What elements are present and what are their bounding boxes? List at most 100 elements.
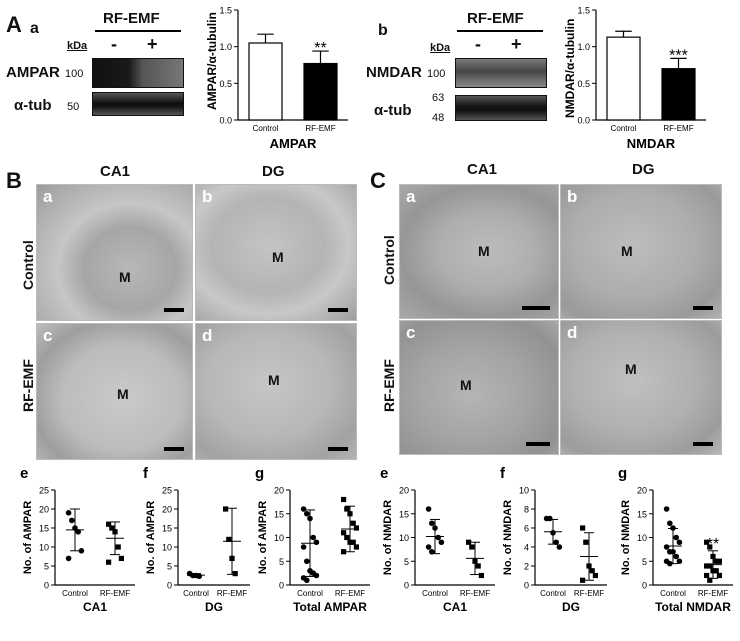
- blot-b-group-line: [457, 30, 543, 32]
- chart5-category-label: Control: [422, 589, 448, 598]
- em-b-a-letter: a: [43, 187, 53, 206]
- chart5-category-label: RF-EMF: [460, 589, 490, 598]
- panel-a-sub-a: a: [30, 20, 39, 37]
- chart0-bar: [248, 42, 283, 121]
- chart4-ytick-label: 20: [274, 486, 284, 496]
- chart5-ytick-label: 20: [399, 486, 409, 496]
- chart5-panel-letter: e: [380, 465, 388, 482]
- bar-ampar-xlabel: AMPAR: [270, 136, 317, 151]
- em-c-d: d M: [560, 320, 722, 455]
- em-c-d-scalebar: [693, 442, 713, 446]
- em-b-d-m: M: [268, 372, 280, 388]
- chart7-point: [673, 553, 679, 560]
- chart7-ytick-label: 10: [637, 533, 647, 543]
- blot-b-band-target: [455, 58, 547, 88]
- em-b-c-scalebar: [164, 447, 184, 451]
- chart2-point: [65, 510, 72, 516]
- bar-nmdar-xlabel: NMDAR: [627, 136, 676, 151]
- panel-c-col1: CA1: [467, 161, 498, 178]
- chart7-category-label: RF-EMF: [698, 589, 728, 598]
- chart3-point: [223, 506, 229, 512]
- chart7-ytick-label: 15: [637, 509, 647, 519]
- em-c-a-letter: a: [406, 187, 416, 206]
- chart4-category-label: RF-EMF: [335, 589, 365, 598]
- chart7-point: [704, 572, 710, 579]
- chart5-ytick-label: 5: [404, 557, 409, 567]
- chart5-ylabel: No. of NMDAR: [382, 500, 394, 575]
- chart4-point: [353, 525, 359, 531]
- blot-a-row1: AMPAR: [6, 64, 60, 81]
- chart3-ylabel: No. of AMPAR: [145, 501, 157, 574]
- chart3-panel-letter: f: [143, 465, 149, 482]
- chart4-point: [350, 539, 356, 545]
- chart2-point: [106, 559, 112, 565]
- chart2-xlabel: CA1: [83, 600, 107, 614]
- chart6-point: [553, 539, 559, 546]
- blot-a-row2: α-tub: [14, 97, 52, 114]
- blot-a-mw1: 100: [65, 68, 84, 80]
- chart7-ytick-label: 20: [637, 486, 647, 496]
- panel-c-label: C: [370, 168, 386, 193]
- chart4-point: [313, 572, 320, 579]
- chart2-point: [65, 555, 72, 562]
- chart4-point: [341, 496, 347, 503]
- chart4-ylabel: No. of AMPAR: [257, 501, 269, 574]
- chart4-point: [304, 510, 310, 517]
- chart5-point: [478, 572, 484, 579]
- blot-b-mw2a: 63: [432, 92, 445, 104]
- chart2-point: [78, 548, 85, 554]
- em-b-a: a M: [36, 184, 193, 321]
- chart5-point: [466, 539, 472, 545]
- chart7-point: [667, 520, 673, 527]
- em-b-b-m: M: [272, 249, 284, 265]
- em-b-b: b M: [195, 184, 357, 321]
- chart2-ytick-label: 15: [39, 524, 49, 534]
- chart3-point: [226, 536, 232, 542]
- chart1-significance: ***: [669, 47, 688, 64]
- chart7-point: [713, 568, 719, 574]
- chart4-point: [344, 534, 350, 541]
- chart6-point: [592, 572, 598, 579]
- chart6-point: [580, 525, 586, 531]
- chart2-ylabel: No. of AMPAR: [22, 501, 34, 574]
- chart7-category-label: Control: [660, 589, 686, 598]
- chart1-ytick-label: 0.5: [577, 79, 590, 89]
- chart3-ytick-label: 0: [167, 581, 172, 591]
- chart6-point: [547, 515, 553, 522]
- chart3-category-label: Control: [183, 589, 209, 598]
- chart3-ytick-label: 20: [162, 505, 172, 515]
- em-b-d-scalebar: [328, 447, 348, 451]
- chart0-ytick-label: 0.5: [219, 79, 232, 89]
- panel-c-col2: DG: [632, 161, 655, 178]
- panel-b-label: B: [6, 168, 22, 193]
- em-c-d-letter: d: [567, 323, 578, 342]
- chart6-ytick-label: 6: [524, 524, 529, 534]
- panel-b-row1: Control: [20, 240, 36, 290]
- chart5-ytick-label: 15: [399, 509, 409, 519]
- chart5-ytick-label: 10: [399, 533, 409, 543]
- chart7-point: [676, 539, 683, 546]
- panel-a-sub-b: b: [378, 22, 388, 39]
- blot-b-row1: NMDAR: [366, 64, 422, 81]
- chart2-point: [115, 544, 121, 550]
- em-c-a-scalebar: [522, 306, 550, 310]
- chart5-point: [429, 548, 435, 555]
- chart7-panel-letter: g: [618, 465, 627, 482]
- chart0-ytick-label: 0.0: [219, 116, 232, 126]
- chart7-point: [707, 563, 713, 569]
- chart1-category-label: Control: [611, 124, 637, 133]
- em-c-b-m: M: [621, 243, 633, 259]
- chart6-ytick-label: 4: [524, 543, 529, 553]
- chart3-ytick-label: 5: [167, 562, 172, 572]
- chart4-category-label: Control: [297, 589, 323, 598]
- chart0-category-label: Control: [253, 124, 279, 133]
- chart0-category-label: RF-EMF: [305, 124, 335, 133]
- chart0-ytick-label: 1.0: [219, 42, 232, 52]
- chart3-xlabel: DG: [205, 600, 223, 614]
- chart4-ytick-label: 5: [279, 557, 284, 567]
- chart7-point: [704, 539, 710, 545]
- chart2-category-label: Control: [62, 589, 88, 598]
- panel-c-row1: Control: [381, 235, 397, 285]
- panel-c-row2: RF-EMF: [381, 359, 397, 412]
- chart7-point: [713, 558, 719, 564]
